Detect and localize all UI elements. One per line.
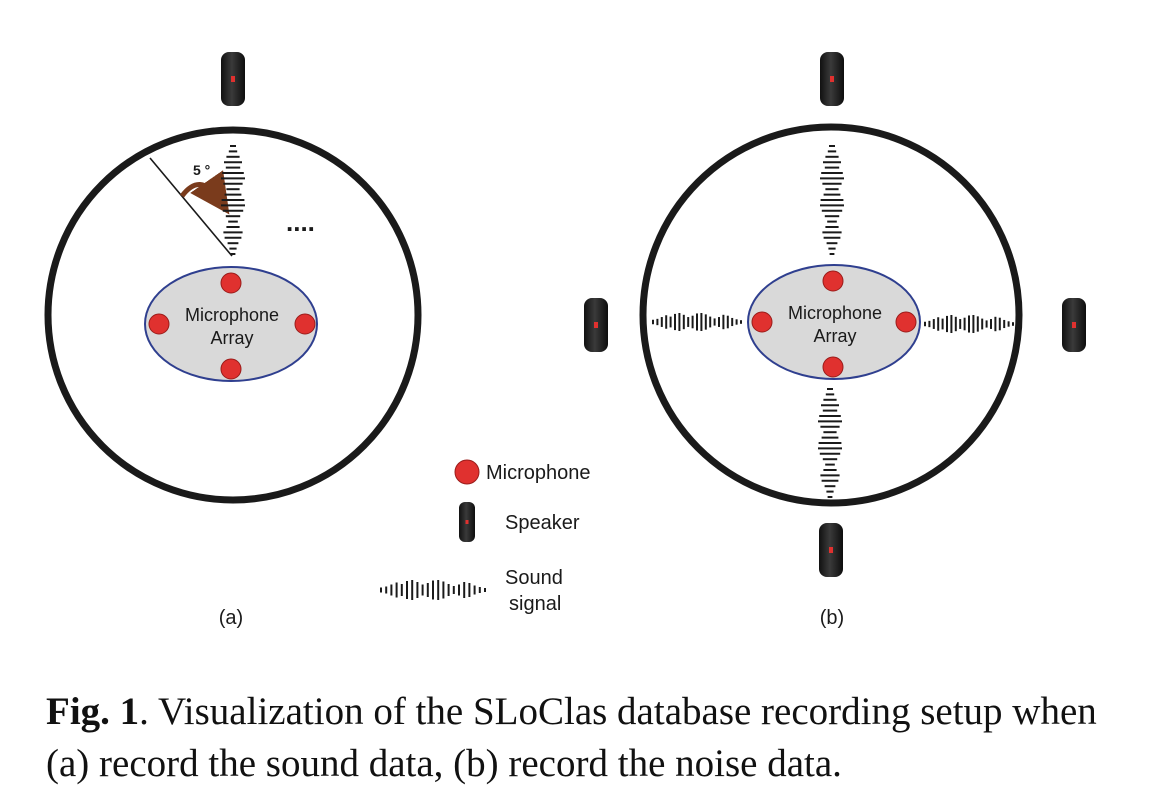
figure-caption: Fig. 1. Visualization of the SLoClas dat… (46, 686, 1136, 790)
caption-text: . Visualization of the SLoClas database … (46, 690, 1097, 785)
panel-a-label: (a) (219, 607, 243, 629)
microphone-array-b: Microphone Array (747, 264, 921, 380)
microphone-array-a: Microphone Array (144, 266, 318, 382)
sound-signal-icon (820, 145, 844, 255)
microphone-icon (148, 313, 170, 335)
speaker-icon (459, 502, 475, 542)
sound-signal-icon (652, 313, 742, 331)
microphone-icon (822, 356, 844, 378)
speaker-icon (820, 52, 844, 106)
panel-b: Microphone Array (b) (584, 52, 1086, 629)
rotation-arrow-icon (180, 170, 230, 215)
speaker-icon (221, 52, 245, 106)
speaker-icon (584, 298, 608, 352)
speaker-icon (1062, 298, 1086, 352)
figure-label: Fig. 1 (46, 690, 140, 733)
legend-sound-label-line1: Sound (505, 567, 563, 589)
panel-a: 5 ° .... Microphone Array (a) (44, 52, 422, 629)
microphone-icon (822, 270, 844, 292)
microphone-icon (751, 311, 773, 333)
angle-reference-line (149, 157, 233, 257)
mic-array-label-line2: Array (210, 328, 253, 348)
legend: Microphone Speaker Sound signal (380, 459, 591, 615)
mic-array-label-line2: Array (813, 326, 856, 346)
legend-sound-label-line2: signal (509, 593, 561, 615)
continuation-ellipsis: .... (286, 207, 315, 237)
mic-array-label-line1: Microphone (185, 305, 279, 325)
panel-b-label: (b) (820, 607, 844, 629)
microphone-icon (895, 311, 917, 333)
sound-signal-icon (221, 145, 245, 255)
legend-microphone-label: Microphone (486, 462, 591, 484)
microphone-icon (294, 313, 316, 335)
recording-ring-a (44, 126, 422, 504)
mic-array-label-line1: Microphone (788, 303, 882, 323)
recording-ring-b (639, 123, 1023, 507)
angle-label: 5 ° (193, 162, 210, 178)
sound-signal-icon (818, 388, 842, 498)
microphone-icon (220, 358, 242, 380)
sound-signal-icon (380, 580, 486, 600)
microphone-icon (220, 272, 242, 294)
speaker-icon (819, 523, 843, 577)
microphone-icon (454, 459, 480, 485)
sound-signal-icon (924, 315, 1014, 333)
legend-speaker-label: Speaker (505, 512, 580, 534)
